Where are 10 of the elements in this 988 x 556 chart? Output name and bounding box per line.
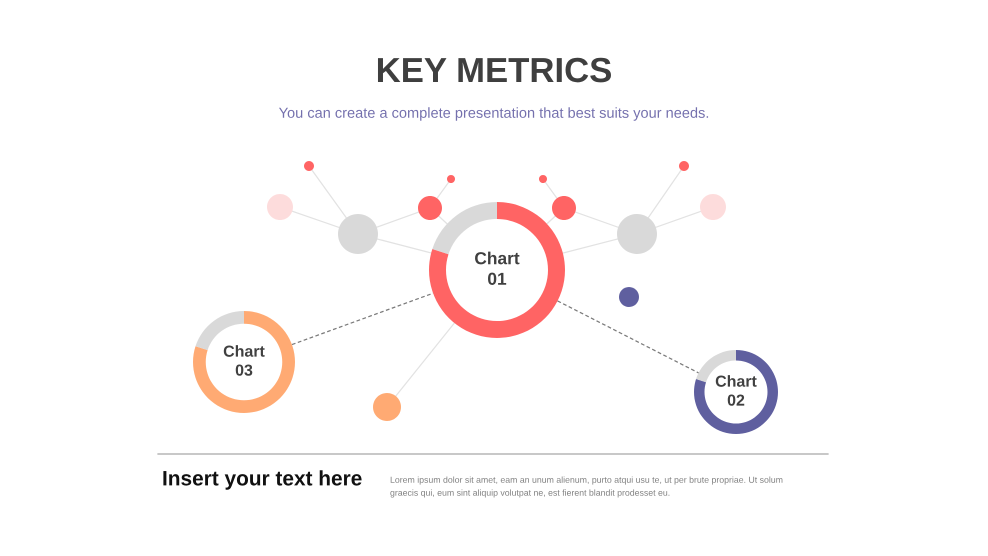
text: Lorem ipsum dolor sit amet, eam an unum alienum, purto atqui usu te, ut per brute propriae. Ut solum graecis qui, eum sint aliquip volutpat ne, est fierent blandit prodesset eu. [390, 476, 782, 498]
text: You can create a complete presentation that best suits your needs. [278, 107, 708, 121]
text: Chart 03 [224, 345, 265, 376]
donut-slice [694, 350, 778, 434]
text: KEY METRICS [378, 58, 611, 82]
text: Insert your text here [163, 470, 362, 490]
text: Chart 02 [716, 375, 757, 406]
text: Chart 01 [475, 252, 520, 285]
donut-slice [193, 311, 295, 413]
donut-slice [429, 202, 565, 338]
